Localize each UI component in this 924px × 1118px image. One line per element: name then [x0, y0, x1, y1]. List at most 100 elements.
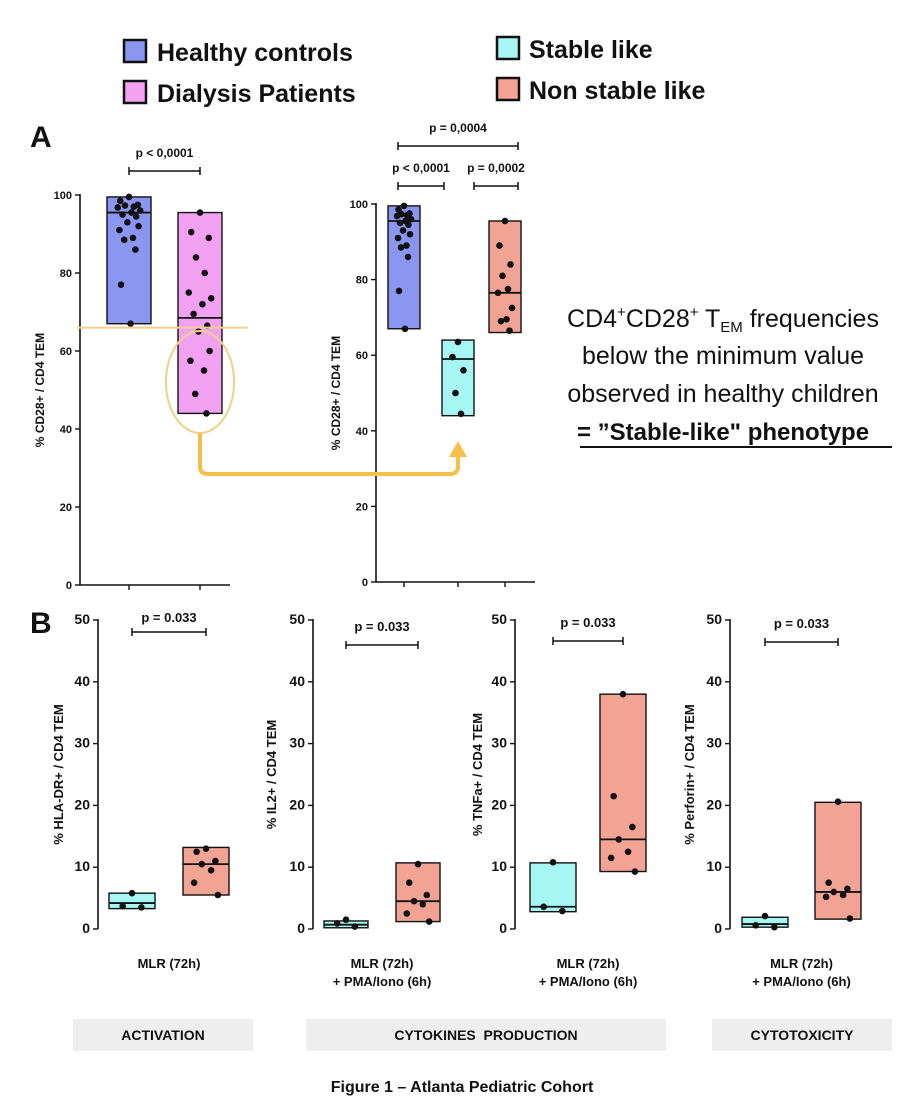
y-tick-label: 10	[491, 858, 507, 874]
y-axis-label: % Perforin+ / CD4 TEM	[682, 704, 697, 845]
box-nonstable	[814, 801, 862, 920]
y-tick-label: 20	[60, 502, 72, 514]
data-point-stable	[460, 367, 467, 374]
data-point-nonstable	[190, 879, 198, 886]
data-point-nonstable	[615, 836, 623, 843]
box-healthy	[106, 196, 152, 325]
figure-caption: Figure 1 – Atlanta Pediatric Cohort	[331, 1079, 594, 1096]
p-value-label: p = 0.033	[560, 615, 615, 630]
p-value-label: p = 0.033	[141, 610, 196, 625]
box-stable	[441, 339, 475, 417]
annotation-sup-1: +	[617, 304, 626, 321]
section-cytotoxicity: CYTOTOXICITY	[751, 1027, 855, 1043]
data-point-dialysis	[196, 209, 204, 216]
y-axis-label: % IL2+ / CD4 TEM	[264, 720, 279, 829]
stable-like-highlight	[165, 330, 467, 476]
data-point-nonstable	[607, 854, 615, 862]
box-nonstable	[599, 693, 647, 873]
y-tick-label: 60	[60, 346, 72, 358]
data-point-nonstable	[193, 848, 200, 856]
chart-perforin: 0 10 20 30 40 50 % Perforin+ / CD4 TEM p = 0.03…	[682, 611, 862, 989]
y-tick-label: 50	[74, 611, 90, 627]
annotation-t: T	[699, 305, 721, 333]
y-tick-label: 80	[356, 275, 368, 287]
data-point-healthy	[129, 234, 137, 242]
section-cytotoxicity-box	[712, 1019, 892, 1051]
data-point-nonstable	[419, 900, 427, 908]
chart-tnfa: 0 10 20 30 40 50 % TNFa+ / CD4 TEM p = 0.033 MLR…	[470, 611, 647, 989]
highlight-arrow-head	[449, 441, 467, 457]
y-axis-label: % CD28+ / CD4 TEM	[33, 333, 47, 447]
highlight-arrow-line	[198, 433, 460, 476]
data-point-stable	[342, 916, 350, 924]
data-point-healthy	[114, 204, 122, 211]
box-nonstable	[182, 846, 230, 896]
x-category-label: + PMA/Iono (6h)	[333, 974, 432, 989]
data-point-nonstable	[506, 327, 513, 334]
data-point-nonstable	[610, 792, 617, 800]
data-point-dialysis	[203, 410, 210, 417]
data-point-stable	[452, 389, 459, 397]
data-point-stable	[128, 889, 136, 897]
y-tick-label: 20	[491, 796, 507, 812]
data-point-nonstable	[423, 891, 431, 899]
data-point-dialysis	[207, 295, 215, 302]
y-tick-label: 50	[289, 611, 305, 627]
y-tick-label: 10	[706, 858, 722, 874]
y-tick-label: 40	[74, 673, 90, 689]
y-axis-label: % HLA-DR+ / CD4 TEM	[51, 704, 66, 844]
data-point-nonstable	[830, 888, 838, 896]
legend-swatch-dialysis	[122, 79, 148, 105]
y-tick-label: 40	[706, 673, 722, 689]
data-point-healthy	[116, 226, 123, 234]
data-point-nonstable	[846, 915, 854, 922]
data-point-nonstable	[839, 891, 847, 899]
data-point-dialysis	[190, 310, 197, 318]
data-point-healthy	[396, 219, 404, 227]
data-point-stable	[559, 907, 566, 915]
y-axis-label: % CD28+ / CD4 TEM	[329, 336, 343, 450]
data-point-stable	[771, 923, 778, 931]
data-point-dialysis	[192, 254, 200, 261]
y-tick-label: 60	[356, 350, 368, 362]
data-point-dialysis	[187, 228, 195, 236]
data-point-dialysis	[187, 357, 194, 365]
y-tick-label: 50	[706, 611, 722, 627]
data-point-stable	[138, 904, 145, 911]
legend-label-stable: Stable like	[529, 36, 653, 64]
data-point-nonstable	[822, 893, 830, 901]
data-point-nonstable	[503, 315, 510, 323]
chart-hla-dr: 0 10 20 30 40 50 % HLA-DR+ / CD4 TEM p = 0.033 M…	[51, 610, 230, 971]
data-point-healthy	[117, 281, 125, 289]
y-tick-label: 10	[289, 858, 305, 874]
data-point-healthy	[399, 227, 407, 234]
box-dialysis	[177, 211, 223, 415]
data-point-nonstable	[494, 289, 502, 297]
data-point-healthy	[119, 211, 126, 218]
data-point-healthy	[404, 253, 412, 261]
data-point-healthy	[125, 193, 133, 201]
box-healthy	[387, 205, 421, 330]
legend-label-healthy: Healthy controls	[157, 39, 353, 67]
y-tick-label: 20	[289, 796, 305, 812]
box-nonstable	[488, 220, 522, 334]
y-tick-label: 30	[74, 735, 90, 751]
y-tick-label: 20	[706, 796, 722, 812]
y-tick-label: 30	[491, 735, 507, 751]
x-category-label: MLR (72h)	[351, 956, 414, 971]
data-point-healthy	[128, 209, 135, 216]
annotation-sub-em: EM	[720, 319, 743, 336]
y-tick-label: 40	[60, 424, 72, 436]
data-point-healthy	[401, 325, 409, 333]
data-point-nonstable	[825, 879, 832, 886]
data-point-healthy	[116, 197, 124, 205]
p-value-label: p = 0,0002	[467, 161, 525, 175]
y-tick-label: 100	[350, 199, 368, 211]
data-point-nonstable	[834, 798, 842, 805]
x-category-label: + PMA/Iono (6h)	[752, 974, 851, 989]
x-category-label: MLR (72h)	[770, 956, 833, 971]
x-category-label: + PMA/Iono (6h)	[539, 974, 638, 989]
chart-cd28-healthy-vs-dialysis: 0 20 40 60 80 100 % CD28+ / CD4 TEM p < 0,0001	[33, 146, 248, 592]
data-point-nonstable	[631, 868, 639, 875]
